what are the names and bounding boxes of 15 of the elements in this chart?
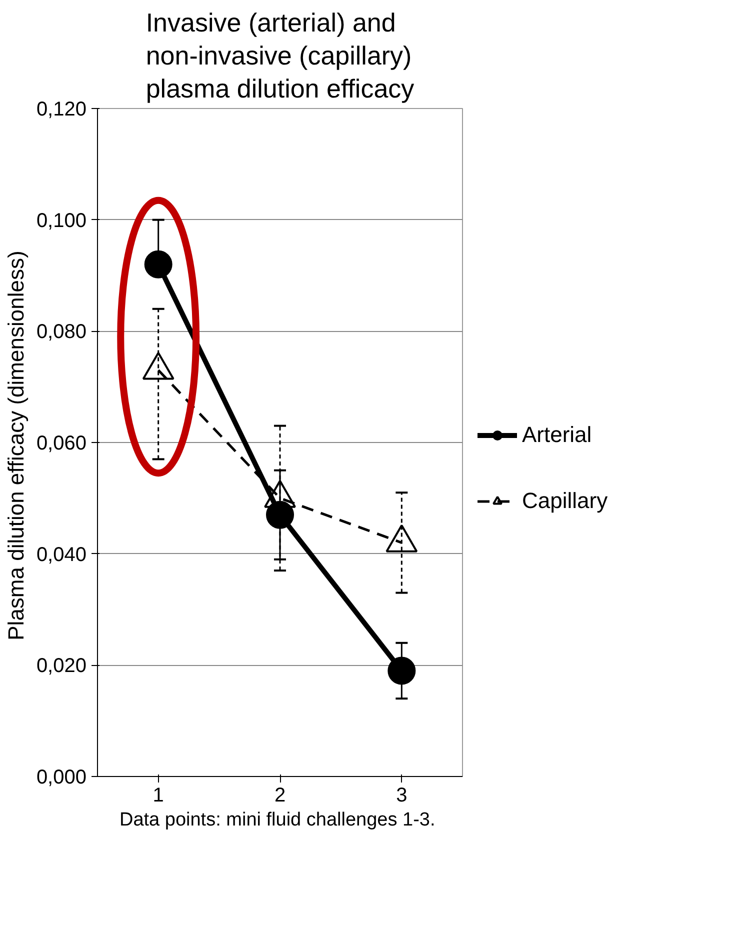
y-axis-title: Plasma dilution efficacy (dimensionless) — [3, 250, 28, 640]
y-tick-label: 0,020 — [36, 655, 87, 678]
legend-label: Arterial — [522, 422, 592, 448]
y-tick-label: 0,100 — [36, 210, 87, 232]
y-tick-label: 0,060 — [36, 432, 87, 454]
x-tick-label: 2 — [274, 784, 286, 806]
chart-title: Invasive (arterial) and non-invasive (capillary) plasma dilution efficacy — [146, 8, 414, 104]
x-tick-label: 1 — [152, 784, 164, 806]
x-axis-title: Data points: mini fluid challenges 1-3. — [119, 810, 436, 830]
y-tick-label: 0,040 — [36, 544, 87, 566]
y-tick-label: 0,080 — [36, 321, 87, 344]
y-tick-label: 0,120 — [36, 98, 87, 120]
y-tick-label: 0,000 — [36, 766, 87, 788]
legend-label: Capillary — [522, 488, 608, 514]
x-tick-label: 3 — [396, 784, 408, 806]
